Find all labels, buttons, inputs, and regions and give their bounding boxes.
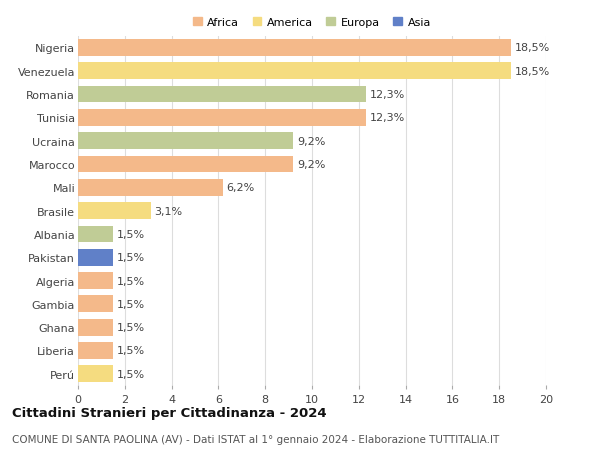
Text: 9,2%: 9,2% <box>297 136 325 146</box>
Text: 6,2%: 6,2% <box>227 183 255 193</box>
Text: 12,3%: 12,3% <box>370 113 404 123</box>
Text: 1,5%: 1,5% <box>116 346 145 356</box>
Bar <box>78 319 113 336</box>
Bar <box>78 110 366 127</box>
Text: 18,5%: 18,5% <box>514 43 550 53</box>
Text: 9,2%: 9,2% <box>297 160 325 170</box>
Text: 1,5%: 1,5% <box>116 230 145 240</box>
Text: 1,5%: 1,5% <box>116 252 145 263</box>
Text: 1,5%: 1,5% <box>116 322 145 332</box>
Text: 3,1%: 3,1% <box>154 206 182 216</box>
Text: 1,5%: 1,5% <box>116 299 145 309</box>
Bar <box>78 63 511 80</box>
Text: Cittadini Stranieri per Cittadinanza - 2024: Cittadini Stranieri per Cittadinanza - 2… <box>12 406 326 419</box>
Text: 1,5%: 1,5% <box>116 276 145 286</box>
Text: COMUNE DI SANTA PAOLINA (AV) - Dati ISTAT al 1° gennaio 2024 - Elaborazione TUTT: COMUNE DI SANTA PAOLINA (AV) - Dati ISTA… <box>12 434 499 444</box>
Bar <box>78 40 511 57</box>
Bar <box>78 179 223 196</box>
Text: 1,5%: 1,5% <box>116 369 145 379</box>
Bar <box>78 296 113 313</box>
Bar <box>78 273 113 289</box>
Bar <box>78 249 113 266</box>
Text: 18,5%: 18,5% <box>514 67 550 77</box>
Bar <box>78 365 113 382</box>
Legend: Africa, America, Europa, Asia: Africa, America, Europa, Asia <box>193 17 431 28</box>
Bar <box>78 203 151 219</box>
Bar <box>78 86 366 103</box>
Bar <box>78 156 293 173</box>
Bar <box>78 342 113 359</box>
Text: 12,3%: 12,3% <box>370 90 404 100</box>
Bar <box>78 133 293 150</box>
Bar <box>78 226 113 243</box>
